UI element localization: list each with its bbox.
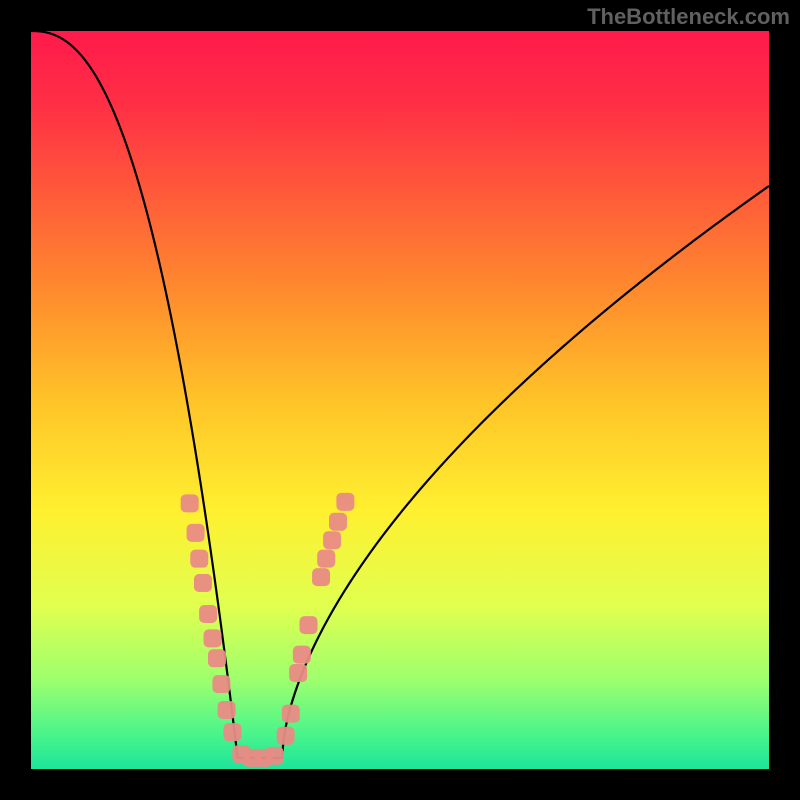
data-marker bbox=[194, 574, 212, 592]
bottleneck-valley-chart bbox=[0, 0, 800, 800]
data-marker bbox=[266, 747, 284, 765]
data-marker bbox=[317, 550, 335, 568]
chart-background-gradient bbox=[31, 31, 769, 769]
data-marker bbox=[181, 494, 199, 512]
data-marker bbox=[329, 513, 347, 531]
data-marker bbox=[323, 531, 341, 549]
data-marker bbox=[282, 705, 300, 723]
data-marker bbox=[208, 649, 226, 667]
data-marker bbox=[289, 664, 307, 682]
data-marker bbox=[223, 723, 241, 741]
data-marker bbox=[199, 605, 217, 623]
data-marker bbox=[293, 646, 311, 664]
data-marker bbox=[212, 675, 230, 693]
data-marker bbox=[312, 568, 330, 586]
data-marker bbox=[204, 629, 222, 647]
data-marker bbox=[277, 727, 295, 745]
data-marker bbox=[218, 701, 236, 719]
data-marker bbox=[336, 493, 354, 511]
chart-stage: TheBottleneck.com bbox=[0, 0, 800, 800]
data-marker bbox=[187, 524, 205, 542]
data-marker bbox=[299, 616, 317, 634]
data-marker bbox=[190, 550, 208, 568]
